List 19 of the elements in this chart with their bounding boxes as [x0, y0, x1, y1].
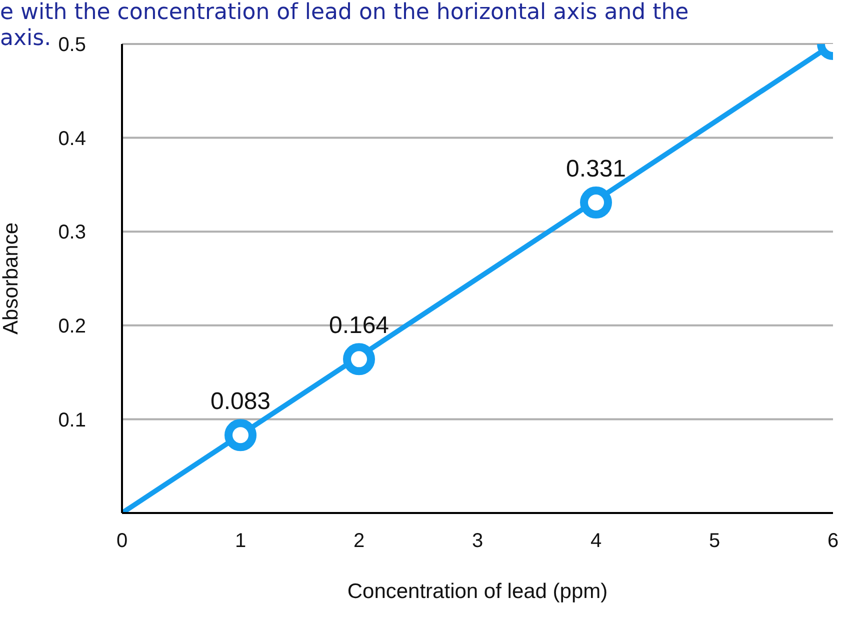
y-axis-title: Absorbance [0, 222, 22, 335]
y-tick-label: 0.2 [58, 316, 86, 338]
data-label: 0.164 [328, 312, 390, 340]
y-tick-label: 0.4 [58, 128, 86, 150]
x-tick-label: 5 [708, 530, 720, 552]
data-label: 0.331 [566, 156, 626, 183]
text: axis. [0, 26, 52, 51]
data-label: 0.083 [210, 388, 271, 416]
text: e with the concentration of lead on the horizontal axis and the [0, 0, 689, 25]
x-tick-label: 6 [827, 530, 839, 552]
y-tick-label: 0.1 [58, 409, 86, 432]
x-tick-label: 1 [234, 530, 246, 552]
x-tick-label: 2 [353, 530, 365, 552]
y-tick-label: 0.5 [58, 34, 86, 56]
y-tick-label: 0.3 [58, 222, 86, 244]
x-tick-label: 4 [590, 530, 602, 552]
x-tick-label: 0 [116, 530, 128, 552]
x-axis-title: Concentration of lead (ppm) [347, 580, 608, 603]
x-tick-label: 3 [472, 530, 484, 552]
